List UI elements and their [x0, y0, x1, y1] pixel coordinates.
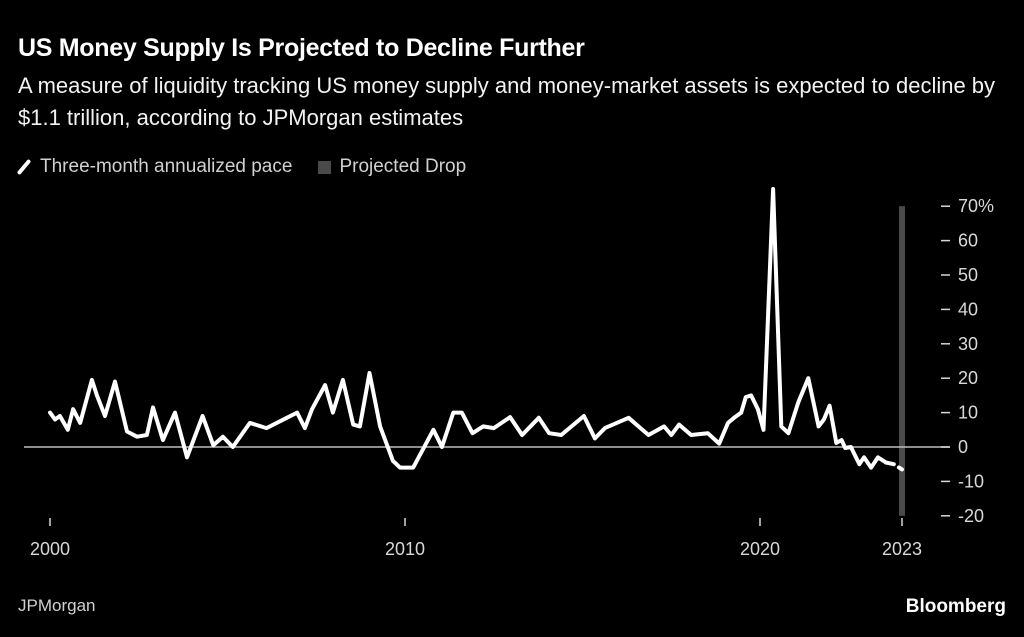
projected-drop-band	[899, 206, 905, 516]
y-tick-label: 20	[958, 368, 978, 388]
y-tick-label: 70%	[958, 196, 994, 216]
y-tick-label: 30	[958, 334, 978, 354]
chart-subtitle: A measure of liquidity tracking US money…	[18, 73, 996, 130]
legend-band-swatch-icon	[318, 160, 332, 174]
x-tick-label: 2000	[30, 539, 70, 559]
legend-series-label: Three-month annualized pace	[40, 156, 293, 177]
y-tick-label: 10	[958, 403, 978, 423]
series-line	[48, 187, 888, 470]
chart-title: US Money Supply Is Projected to Decline …	[18, 34, 585, 62]
source-label: JPMorgan	[18, 596, 96, 615]
legend: Three-month annualized pace Projected Dr…	[16, 156, 467, 178]
y-tick-label: 40	[958, 299, 978, 319]
y-tick-label: 50	[958, 265, 978, 285]
y-tick-label: 60	[958, 231, 978, 251]
y-tick-label: -10	[958, 471, 984, 491]
brand-logo: Bloomberg	[905, 596, 1006, 617]
y-tick-label: 0	[958, 437, 968, 457]
y-tick-label: -20	[958, 506, 984, 526]
x-tick-label: 2010	[385, 539, 425, 559]
x-tick-label: 2020	[740, 539, 780, 559]
legend-band-label: Projected Drop	[339, 156, 467, 177]
x-tick-label: 2023	[882, 539, 922, 559]
